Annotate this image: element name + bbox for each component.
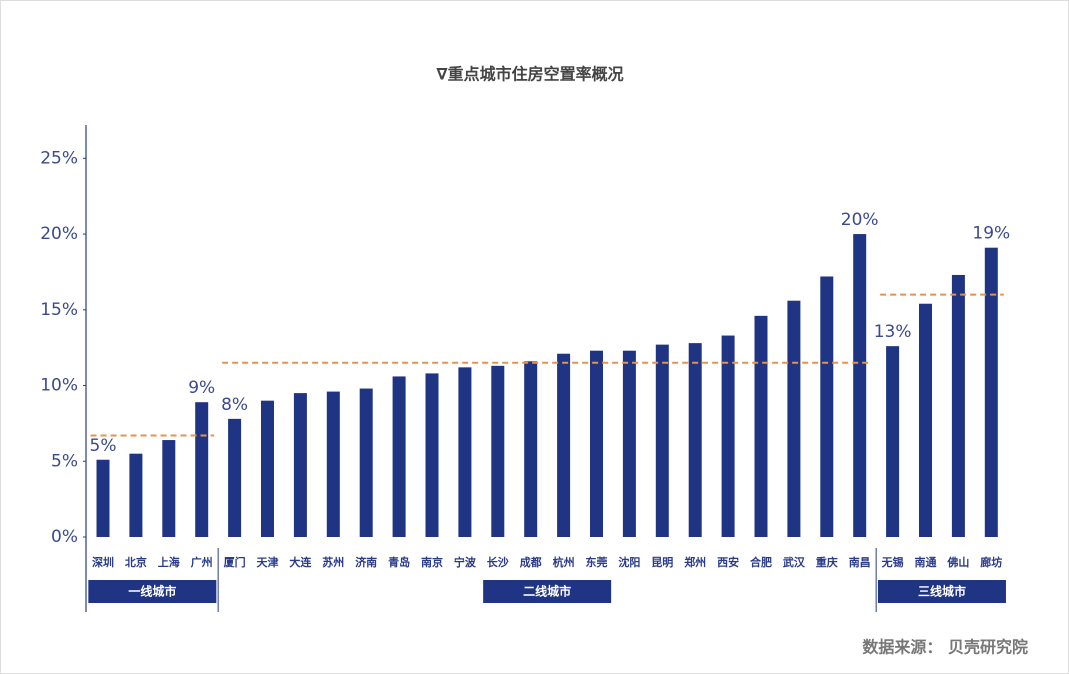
bar: [228, 418, 242, 537]
x-tick-label: 廊坊: [980, 555, 1002, 569]
value-label: 13%: [874, 322, 912, 342]
x-tick-label: 重庆: [816, 555, 838, 569]
bar: [787, 300, 801, 537]
bar: [590, 350, 603, 537]
bar: [195, 402, 209, 537]
chart-title: ∇重点城市住房空置率概况: [436, 65, 623, 84]
y-tick-label: 10%: [40, 376, 78, 396]
y-tick-label: 20%: [40, 224, 78, 244]
y-tick-label: 15%: [40, 300, 78, 320]
bar: [359, 388, 373, 537]
x-tick-label: 沈阳: [618, 555, 640, 569]
bar: [853, 234, 867, 537]
x-tick-label: 西安: [717, 555, 739, 569]
value-label: 8%: [221, 395, 248, 415]
bar: [425, 373, 439, 537]
y-tick-label: 0%: [51, 527, 78, 547]
group-label: 三线城市: [918, 584, 966, 599]
x-tick-label: 济南: [355, 555, 377, 569]
bar: [951, 274, 965, 537]
x-tick-label: 东莞: [586, 555, 608, 569]
x-tick-label: 天津: [257, 555, 279, 569]
x-tick-label: 武汉: [783, 555, 806, 569]
x-tick-label: 厦门: [224, 555, 246, 569]
group-label: 一线城市: [128, 584, 176, 599]
bar: [688, 343, 702, 537]
x-tick-label: 长沙: [487, 555, 509, 569]
x-tick-label: 广州: [191, 555, 213, 569]
x-tick-label: 上海: [158, 555, 180, 569]
x-tick-label: 郑州: [684, 555, 706, 569]
value-label: 20%: [841, 210, 879, 230]
y-tick-label: 25%: [40, 148, 78, 168]
group-box: [483, 580, 612, 603]
bar: [326, 391, 340, 537]
x-tick-label: 南昌: [849, 555, 871, 569]
value-label: 5%: [90, 436, 117, 456]
bar: [721, 335, 735, 537]
y-tick-label: 5%: [51, 451, 78, 471]
bar: [754, 315, 768, 537]
bar: [524, 361, 538, 537]
source: 数据来源： 贝壳研究院: [862, 638, 1028, 657]
x-tick-label: 南通: [915, 555, 937, 569]
x-tick-label: 昆明: [651, 556, 673, 569]
bar: [919, 303, 932, 537]
bar: [622, 350, 636, 537]
bar: [655, 344, 669, 537]
x-tick-label: 苏州: [322, 555, 344, 569]
x-tick-label: 青岛: [388, 555, 410, 569]
group-label: 二线城市: [523, 584, 571, 599]
group-box: [877, 580, 1006, 603]
x-tick-label: 成都: [520, 555, 542, 569]
x-tick-label: 杭州: [553, 555, 575, 569]
x-tick-label: 南京: [421, 555, 443, 569]
bar: [557, 353, 571, 537]
bar: [392, 376, 406, 537]
x-tick-label: 无锡: [881, 555, 904, 569]
value-label: 9%: [188, 378, 215, 398]
value-label: 19%: [972, 224, 1010, 244]
bar: [129, 453, 143, 537]
bar: [820, 276, 834, 537]
group-box: [88, 580, 217, 603]
bar: [162, 440, 176, 537]
x-tick-label: 佛山: [946, 555, 969, 569]
x-tick-label: 深圳: [92, 555, 114, 569]
x-tick-label: 大连: [289, 555, 312, 569]
bar: [261, 400, 274, 537]
bar: [491, 365, 505, 537]
x-tick-label: 北京: [125, 555, 147, 569]
bar: [984, 247, 998, 538]
x-tick-label: 宁波: [454, 555, 477, 569]
bar: [886, 346, 900, 537]
bar: [458, 367, 472, 537]
bar: [293, 393, 307, 537]
x-tick-label: 合肥: [750, 555, 772, 569]
bar: [96, 459, 110, 537]
